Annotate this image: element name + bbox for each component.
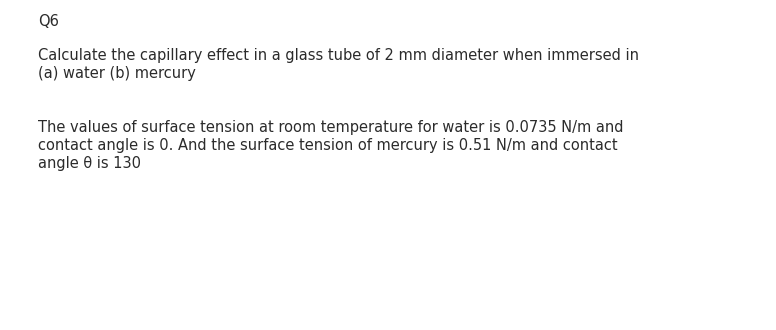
Text: Q6: Q6 — [38, 14, 59, 29]
Text: angle θ is 130: angle θ is 130 — [38, 156, 141, 171]
Text: The values of surface tension at room temperature for water is 0.0735 N/m and: The values of surface tension at room te… — [38, 120, 623, 135]
Text: (a) water (b) mercury: (a) water (b) mercury — [38, 66, 196, 81]
Text: contact angle is 0. And the surface tension of mercury is 0.51 N/m and contact: contact angle is 0. And the surface tens… — [38, 138, 618, 153]
Text: Calculate the capillary effect in a glass tube of 2 mm diameter when immersed in: Calculate the capillary effect in a glas… — [38, 48, 639, 63]
